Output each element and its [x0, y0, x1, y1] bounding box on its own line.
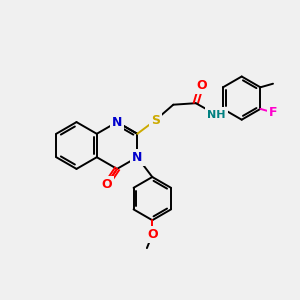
Text: O: O: [147, 228, 158, 241]
Text: NH: NH: [207, 110, 225, 120]
Text: O: O: [101, 178, 112, 191]
Text: N: N: [132, 151, 142, 164]
Text: F: F: [269, 106, 277, 119]
Text: N: N: [112, 116, 122, 129]
Text: S: S: [151, 114, 160, 127]
Text: O: O: [196, 79, 206, 92]
